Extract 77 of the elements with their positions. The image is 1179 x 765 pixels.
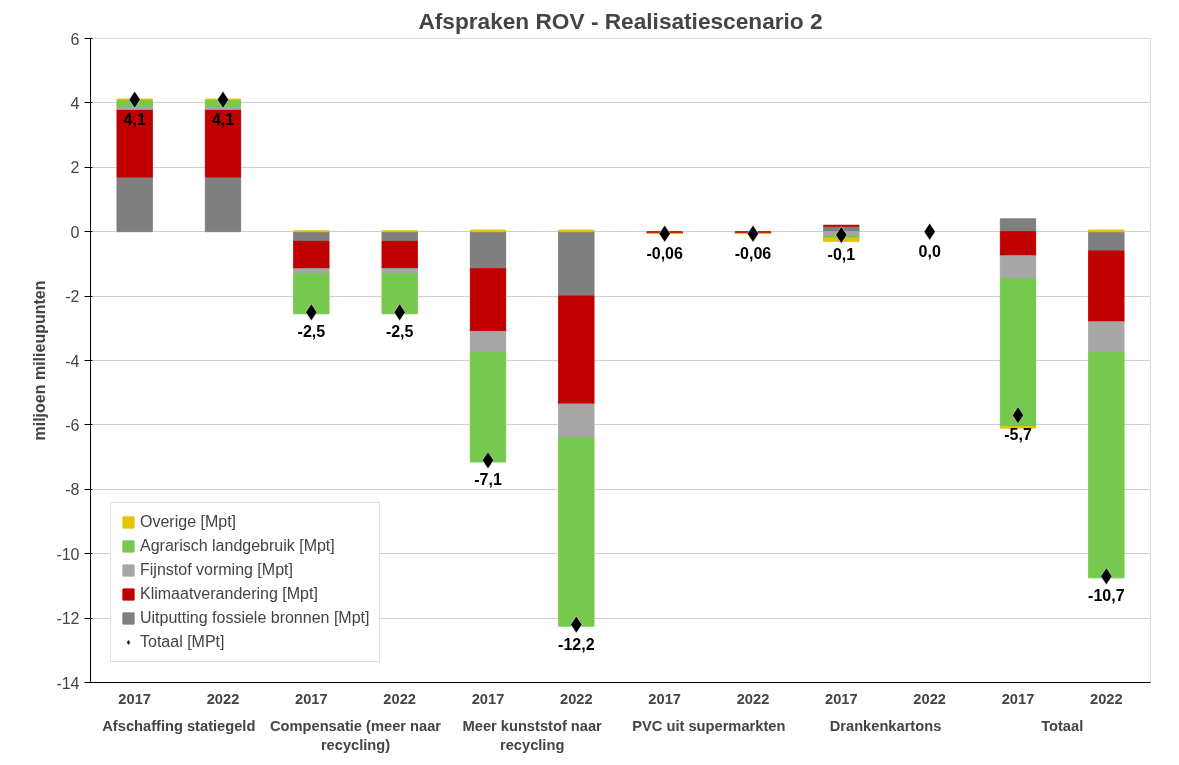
bar (116, 176, 153, 233)
point (393, 303, 406, 321)
text: Compensatie (meer naar recycling) (269, 717, 442, 753)
bar (381, 240, 418, 270)
data-label: -0,06 (734, 244, 772, 262)
text: Meer kunststof naar recycling (462, 717, 603, 753)
bar (1088, 231, 1125, 252)
x-tick-label: 2022 (383, 690, 416, 707)
point (305, 303, 318, 321)
bar (293, 240, 330, 270)
legend-label: Agrarisch landgebruik [Mpt] (140, 537, 335, 555)
text: Totaal (1041, 717, 1084, 734)
y-tick-label: -2 (65, 288, 80, 306)
data-label: 0,0 (918, 242, 941, 260)
bar (558, 295, 595, 405)
bar (1088, 250, 1125, 323)
x-tick-label: 2017 (825, 690, 858, 707)
y-tick-label: 4 (70, 94, 80, 112)
legend-label: Klimaatverandering [Mpt] (140, 585, 318, 603)
x-tick-label: 2017 (1001, 690, 1035, 707)
bar (999, 231, 1037, 257)
x-tick-label: 2017 (118, 690, 151, 707)
legend-label: Overige [Mpt] (140, 513, 237, 531)
data-label: -0,06 (646, 244, 683, 262)
bar (469, 331, 507, 353)
bar (204, 176, 242, 233)
x-tick-label: 2017 (648, 690, 681, 707)
bar (1088, 321, 1125, 353)
bar (204, 108, 242, 178)
data-label: -2,5 (385, 323, 414, 341)
bar (558, 231, 595, 297)
y-tick-label: -12 (56, 610, 80, 628)
text: PVC uit supermarkten (632, 717, 786, 734)
data-label: -12,2 (558, 635, 595, 653)
bar (381, 273, 418, 315)
y-tick-label: -14 (56, 674, 80, 692)
bar (116, 108, 153, 178)
y-tick-label: -8 (65, 481, 80, 499)
bar (293, 273, 330, 315)
x-tick-label: 2022 (736, 690, 770, 707)
bar (469, 351, 507, 463)
data-label: -2,5 (297, 323, 326, 341)
data-label: 4,1 (211, 110, 235, 128)
x-tick-label: 2022 (560, 690, 593, 707)
data-label: -10,7 (1088, 587, 1125, 605)
y-tick-label: 0 (70, 223, 80, 241)
bar (999, 218, 1037, 233)
chart-title: Afspraken ROV - Realisatiescenario 2 (418, 7, 823, 34)
data-label: -5,7 (1004, 426, 1032, 444)
bar (1088, 351, 1125, 579)
x-tick-label: 2022 (1090, 690, 1123, 707)
point (835, 226, 848, 244)
x-tick-label: 2017 (471, 690, 505, 707)
legend-label: Uitputting fossiele bronnen [Mpt] (140, 609, 370, 627)
bar (469, 268, 507, 333)
bar (469, 231, 507, 270)
text: Drankenkartons (829, 717, 942, 734)
data-label: 4,1 (123, 110, 146, 128)
text: Afschaffing statiegeld (102, 717, 256, 734)
bar (558, 437, 595, 627)
bar (999, 277, 1037, 428)
x-tick-label: 2017 (295, 690, 328, 707)
bar (558, 403, 595, 439)
y-axis-title: miljoen milieupunten (31, 280, 49, 441)
y-tick-label: -4 (65, 352, 80, 370)
data-label: -0,1 (827, 245, 856, 263)
point (1100, 567, 1113, 585)
y-tick-label: 2 (70, 159, 80, 177)
x-tick-label: 2022 (913, 690, 946, 707)
data-label: -7,1 (474, 471, 502, 489)
legend-label: Fijnstof vorming [Mpt] (140, 561, 293, 579)
y-tick-label: -10 (56, 545, 80, 563)
legend-label: Totaal [MPt] (140, 633, 225, 651)
y-tick-label: -6 (65, 416, 80, 434)
x-tick-label: 2022 (206, 690, 240, 707)
bar (999, 255, 1037, 279)
y-tick-label: 6 (70, 30, 80, 48)
